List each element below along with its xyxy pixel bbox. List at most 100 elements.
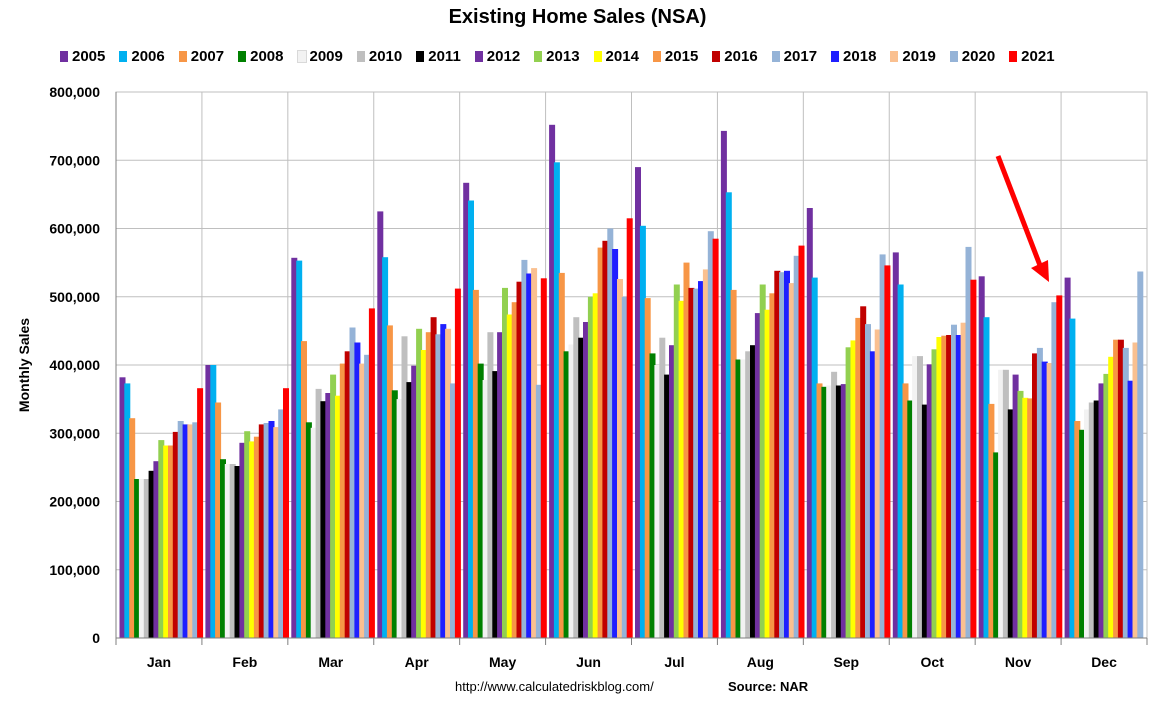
bar-2020-Jul: [707, 231, 714, 638]
x-tick-label: Mar: [318, 654, 343, 670]
legend-label: 2021: [1021, 48, 1055, 65]
bar-2021-Jul: [712, 238, 719, 638]
bar-2005-Apr: [377, 211, 384, 638]
bar-2010-Jun: [573, 317, 580, 638]
bar-2005-Jun: [549, 124, 556, 639]
bar-2011-Dec: [1093, 400, 1100, 638]
bar-2007-Jul: [644, 298, 651, 638]
bar-2005-Jul: [635, 167, 641, 638]
legend-swatch: [474, 51, 483, 62]
x-tick-label: Nov: [1005, 654, 1032, 670]
bar-2010-Jan: [143, 479, 150, 638]
bar-2021-Mar: [368, 308, 375, 638]
legend-item: 2010: [356, 48, 402, 65]
legend-swatch: [416, 51, 425, 62]
bar-2019-Apr: [445, 328, 452, 638]
legend-item: 2019: [890, 48, 936, 65]
bar-2012-Jul: [669, 345, 675, 638]
bar-2009-Sep: [826, 385, 833, 638]
bar-2019-May: [531, 268, 538, 638]
bar-2017-Nov: [1036, 347, 1043, 638]
bar-2014-Dec: [1108, 356, 1115, 638]
bar-2012-Aug: [754, 313, 761, 638]
legend-swatch: [890, 51, 899, 62]
bar-2007-Jan: [129, 418, 136, 638]
x-tick-label: Dec: [1091, 654, 1117, 670]
bar-2009-Jun: [568, 344, 575, 638]
bar-2008-Jan: [134, 479, 141, 638]
bar-2011-Jan: [148, 470, 155, 638]
bar-2008-May: [477, 363, 484, 638]
bar-2018-May: [526, 273, 533, 638]
legend-label: 2012: [486, 48, 521, 65]
bar-2007-Sep: [816, 383, 823, 638]
bar-2007-May: [472, 289, 479, 638]
y-tick-label: 200,000: [49, 494, 100, 510]
legend-item: 2011: [416, 48, 461, 65]
bar-2017-Jun: [607, 228, 614, 638]
bar-2015-Apr: [425, 332, 432, 638]
legend-item: 2018: [831, 48, 876, 65]
legend-item: 2015: [652, 48, 698, 65]
bar-2006-Sep: [811, 277, 818, 638]
bar-2007-Jun: [558, 272, 565, 638]
bar-2015-Feb: [253, 436, 260, 638]
legend-swatch: [771, 51, 780, 62]
bar-2016-Jan: [172, 431, 179, 638]
bar-2007-Oct: [902, 383, 909, 638]
bar-2013-Sep: [845, 347, 852, 638]
footer-url[interactable]: http://www.calculatedriskblog.com/: [455, 679, 654, 694]
x-tick-label: Apr: [405, 654, 430, 670]
bar-2012-Oct: [926, 364, 933, 638]
bar-2020-Nov: [1051, 302, 1058, 638]
legend-item: 2012: [474, 48, 521, 65]
bar-2005-Feb: [205, 365, 212, 638]
bar-2006-Dec: [1069, 318, 1076, 638]
bar-2012-Feb: [239, 442, 246, 638]
bar-2005-Jan: [119, 377, 126, 638]
bar-2005-May: [463, 182, 470, 639]
bar-2009-Jan: [138, 479, 145, 638]
y-axis-label: Monthly Sales: [16, 318, 32, 412]
legend-swatch: [60, 51, 68, 62]
bar-2015-Aug: [769, 293, 776, 638]
bar-2006-Mar: [296, 260, 303, 638]
bar-2018-Dec: [1127, 380, 1134, 638]
bar-2006-Jan: [124, 383, 131, 638]
bar-2008-Aug: [735, 359, 742, 638]
legend-swatch: [178, 51, 187, 62]
bar-2016-Feb: [258, 424, 265, 638]
bar-2017-Dec: [1122, 347, 1129, 638]
bar-2015-Sep: [855, 317, 862, 638]
bar-2021-Aug: [798, 245, 805, 638]
bar-2013-Jun: [587, 296, 594, 639]
bar-2021-Apr: [454, 288, 461, 638]
footer-source: Source: NAR: [728, 679, 809, 694]
bar-2018-Jun: [612, 249, 619, 638]
bar-2018-Sep: [869, 351, 876, 638]
bar-2009-Dec: [1084, 409, 1090, 638]
legend-label: 2005: [72, 48, 106, 65]
bar-2005-Mar: [291, 257, 298, 638]
bar-2008-Jul: [649, 353, 656, 638]
legend-item: 2020: [949, 48, 995, 65]
bar-2011-Aug: [750, 345, 756, 638]
bar-2015-Oct: [941, 335, 948, 638]
bar-2019-Mar: [359, 363, 366, 638]
bar-2010-Apr: [401, 336, 408, 638]
bar-2006-Apr: [382, 257, 389, 638]
bar-2014-Nov: [1022, 397, 1029, 638]
bar-2016-Apr: [430, 317, 437, 638]
bar-2019-Sep: [874, 329, 881, 638]
bar-2015-Dec: [1113, 339, 1120, 638]
bar-2014-Apr: [420, 350, 427, 638]
legend-swatch: [831, 51, 840, 62]
bar-2018-Apr: [440, 324, 447, 638]
bar-2013-Jan: [158, 440, 165, 638]
bar-2020-Oct: [965, 246, 972, 638]
bar-2015-Jun: [597, 247, 604, 638]
bar-2021-Nov: [1056, 295, 1063, 638]
bar-2010-Jul: [659, 337, 666, 638]
annotation-arrow-shaft: [995, 155, 1044, 269]
